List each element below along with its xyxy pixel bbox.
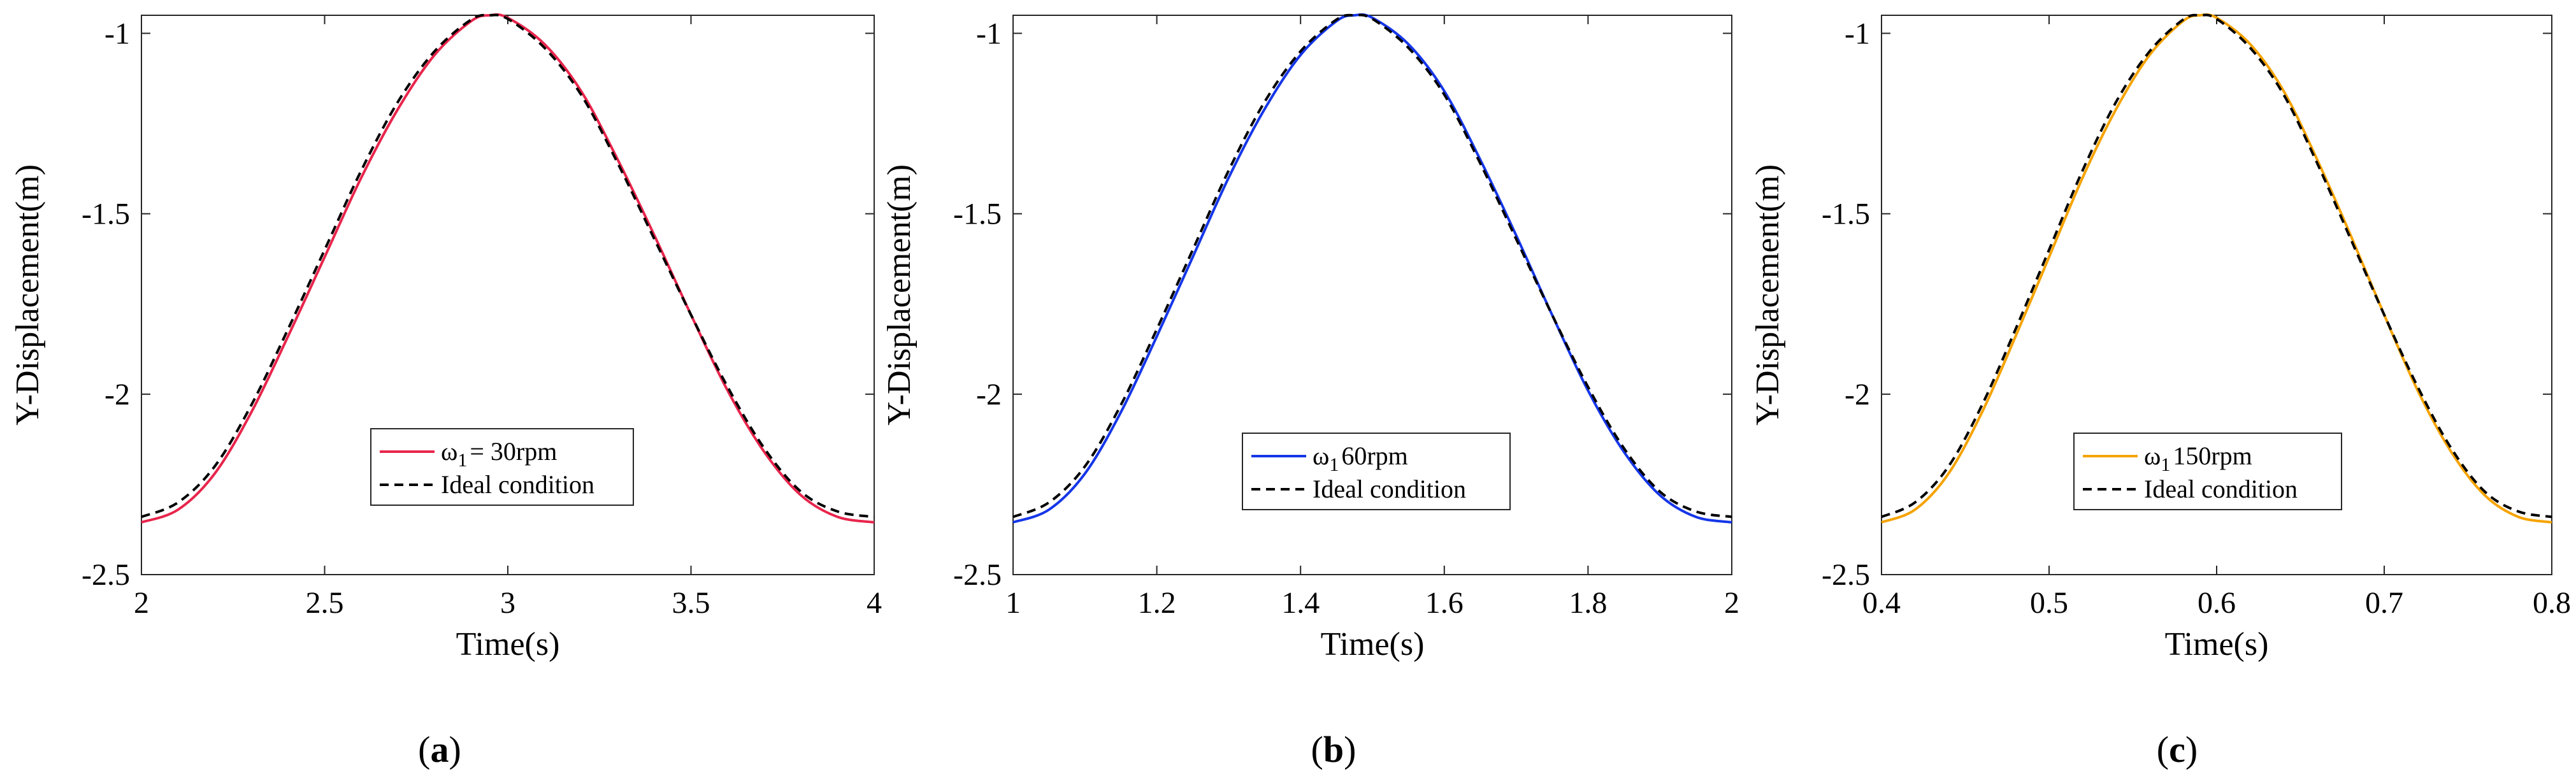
panel-caption-letter: a (431, 729, 449, 770)
y-tick-label: -1.5 (82, 197, 130, 231)
legend-box (2073, 433, 2342, 510)
panel-caption: (a) (418, 729, 461, 770)
x-tick-label: 1 (1005, 586, 1021, 620)
legend-subscript: 1 (457, 450, 467, 471)
legend-subscript: 1 (1329, 454, 1339, 475)
y-tick-label: -2 (104, 378, 130, 412)
y-tick-label: -1 (1845, 17, 1870, 50)
x-tick-label: 0.8 (2533, 586, 2571, 620)
x-tick-label: 0.5 (2030, 586, 2068, 620)
y-tick-label: -1 (104, 17, 130, 50)
series-line-ideal (141, 13, 875, 519)
panel-caption: (c) (2157, 729, 2198, 770)
x-tick-label: 2 (1724, 586, 1739, 620)
x-axis-label: Time(s) (1321, 626, 1425, 663)
y-tick-label: -2 (976, 378, 1002, 412)
panel-caption: (b) (1311, 729, 1356, 770)
legend-omega: ω (1313, 441, 1329, 470)
y-tick-label: -1.5 (953, 197, 1002, 231)
x-tick-label: 1.6 (1425, 586, 1464, 620)
legend-speed: = 30rpm (470, 437, 557, 466)
x-tick-label: 4 (867, 586, 882, 620)
y-tick-label: -2 (1845, 378, 1870, 412)
x-tick-label: 2.5 (306, 586, 344, 620)
y-axis-label: Y-Displacement(m) (1750, 164, 1786, 426)
legend-box (1242, 433, 1511, 510)
x-tick-label: 1.4 (1281, 586, 1320, 620)
y-tick-label: -2.5 (1822, 558, 1870, 592)
legend-entry-label: Ideal condition (2144, 475, 2298, 503)
x-tick-label: 3 (500, 586, 515, 620)
legend-speed: 60rpm (1341, 441, 1407, 470)
panel-caption-letter: b (1323, 729, 1344, 770)
x-axis-label: Time(s) (2165, 626, 2269, 663)
legend-entry-label: ω1 150rpm (2144, 441, 2252, 475)
y-axis-label: Y-Displacement(m) (10, 164, 46, 426)
legend-entry-label: ω1 = 30rpm (441, 437, 557, 471)
x-tick-label: 0.7 (2365, 586, 2403, 620)
legend-entry-label: Ideal condition (1313, 475, 1466, 503)
legend-omega: ω (441, 437, 457, 466)
series-line-ideal (1881, 13, 2552, 519)
x-tick-label: 2 (134, 586, 149, 620)
legend-speed: 150rpm (2173, 441, 2252, 470)
x-tick-label: 1.2 (1138, 586, 1176, 620)
panel-caption-letter: c (2169, 729, 2185, 770)
legend-subscript: 1 (2161, 454, 2170, 475)
y-tick-label: -1.5 (1822, 197, 1870, 231)
y-axis-label: Y-Displacement(m) (881, 164, 917, 426)
x-tick-label: 1.8 (1569, 586, 1607, 620)
y-tick-label: -2.5 (953, 558, 1002, 592)
x-tick-label: 0.4 (1862, 586, 1901, 620)
chart-panel-b: 1 1.2 1.4 1.6 1.8 2 -2.5 -2 -1.5 -1 Time(s) Y-Displ… (881, 13, 1739, 770)
x-axis-label: Time(s) (456, 626, 560, 663)
legend-entry-label: Ideal condition (441, 470, 594, 499)
x-tick-label: 0.6 (2198, 586, 2236, 620)
chart-panel-c: 0.4 0.5 0.6 0.7 0.8 -2.5 -2 -1.5 -1 Time(s) Y-Disp… (1750, 13, 2571, 770)
series-line-ideal (1012, 13, 1732, 519)
x-tick-label: 3.5 (672, 586, 710, 620)
legend-omega: ω (2144, 441, 2161, 470)
y-tick-label: -1 (976, 17, 1002, 50)
legend-entry-label: ω1 60rpm (1313, 441, 1408, 475)
chart-panel-a: 2 2.5 3 3.5 4 -2.5 -2 -1.5 -1 Time(s) Y-Displaceme… (10, 13, 882, 770)
legend-box (370, 428, 634, 506)
plot-area-frame (1012, 15, 1732, 575)
y-tick-label: -2.5 (82, 558, 130, 592)
